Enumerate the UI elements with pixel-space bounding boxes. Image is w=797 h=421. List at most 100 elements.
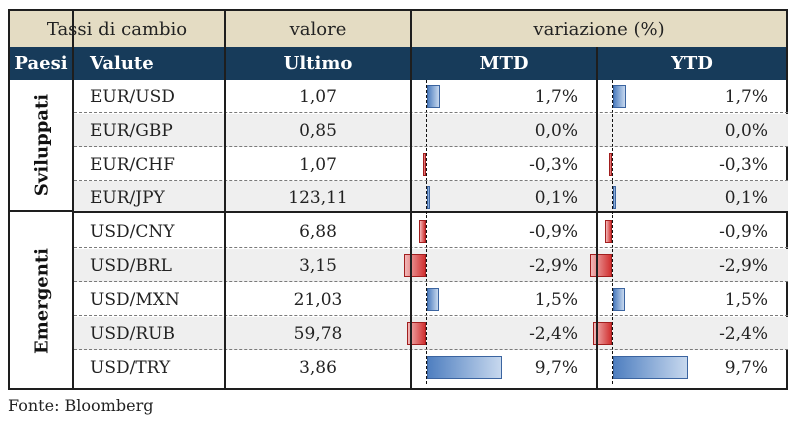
ytd-axis <box>612 283 613 316</box>
mtd-change: -0,9% <box>529 221 578 242</box>
ytd-axis <box>612 114 613 147</box>
ytd-axis <box>612 148 613 181</box>
last-value: 59,78 <box>293 323 343 344</box>
header-paesi: Paesi <box>10 47 72 80</box>
ytd-axis <box>612 249 613 282</box>
table-row: USD/TRY 3,86 9,7% 9,7% <box>74 351 788 384</box>
mtd-axis <box>426 249 427 282</box>
mtd-axis <box>426 351 427 384</box>
table-row: USD/MXN 21,03 1,5% 1,5% <box>74 283 788 316</box>
mtd-bar <box>423 153 426 176</box>
mtd-axis <box>426 215 427 248</box>
mtd-bar <box>427 186 430 209</box>
divider-paesi <box>72 11 74 388</box>
currency-pair: EUR/JPY <box>90 187 165 208</box>
mtd-change: -2,4% <box>529 323 578 344</box>
ytd-change: 1,7% <box>724 86 768 107</box>
mtd-axis <box>426 283 427 316</box>
header-ytd: YTD <box>598 47 786 80</box>
exchange-rate-table: Tassi di cambio valore variazione (%) Pa… <box>8 9 788 390</box>
table-row: USD/BRL 3,15 -2,9% -2,9% <box>74 249 788 282</box>
ytd-axis <box>612 351 613 384</box>
table-row: EUR/CHF 1,07 -0,3% -0,3% <box>74 148 788 181</box>
mtd-bar <box>403 254 426 277</box>
source-note: Fonte: Bloomberg <box>8 396 154 415</box>
table-row: EUR/GBP 0,85 0,0% 0,0% <box>74 114 788 147</box>
row-divider <box>74 112 788 113</box>
currency-pair: USD/CNY <box>90 221 175 242</box>
mtd-change: 0,1% <box>534 187 578 208</box>
header-valore: valore <box>226 11 410 47</box>
table-row: USD/RUB 59,78 -2,4% -2,4% <box>74 317 788 350</box>
ytd-change: -2,9% <box>719 255 768 276</box>
mtd-change: 9,7% <box>534 357 578 378</box>
mtd-axis <box>426 181 427 214</box>
row-divider <box>74 281 788 282</box>
mtd-axis <box>426 80 427 113</box>
last-value: 1,07 <box>299 86 337 107</box>
header-variazione: variazione (%) <box>412 11 786 47</box>
divider-valore <box>410 11 412 388</box>
ytd-bar <box>589 254 612 277</box>
last-value: 3,15 <box>299 255 337 276</box>
last-value: 3,86 <box>299 357 337 378</box>
table-row: EUR/USD 1,07 1,7% 1,7% <box>74 80 788 113</box>
group-label-sviluppati: Sviluppati <box>31 93 53 197</box>
group-emergenti: Emergenti <box>10 214 74 388</box>
ytd-change: -0,3% <box>719 154 768 175</box>
ytd-change: -0,9% <box>719 221 768 242</box>
ytd-bar <box>613 85 627 108</box>
header-tassi-di-cambio: Tassi di cambio <box>10 11 224 47</box>
header-valute: Valute <box>74 47 224 80</box>
ytd-axis <box>612 215 613 248</box>
row-divider <box>74 180 788 181</box>
header-ultimo: Ultimo <box>226 47 410 80</box>
divider-valute <box>224 11 226 388</box>
ytd-axis <box>612 80 613 113</box>
table-row: USD/CNY 6,88 -0,9% -0,9% <box>74 215 788 248</box>
mtd-bar <box>419 220 426 243</box>
mtd-change: -0,3% <box>529 154 578 175</box>
mtd-axis <box>426 317 427 350</box>
mtd-bar <box>427 85 441 108</box>
table-row: EUR/JPY 123,11 0,1% 0,1% <box>74 181 788 214</box>
ytd-axis <box>612 317 613 350</box>
divider-mtd <box>596 47 598 388</box>
last-value: 21,03 <box>293 289 343 310</box>
row-divider <box>74 349 788 350</box>
ytd-change: 0,0% <box>724 120 768 141</box>
ytd-change: 9,7% <box>724 357 768 378</box>
ytd-change: 1,5% <box>724 289 768 310</box>
group-sviluppati: Sviluppati <box>10 80 74 212</box>
ytd-change: -2,4% <box>719 323 768 344</box>
mtd-change: 1,7% <box>534 86 578 107</box>
mtd-bar <box>427 356 502 379</box>
ytd-bar <box>613 288 625 311</box>
ytd-bar <box>593 322 612 345</box>
ytd-bar <box>613 186 616 209</box>
currency-pair: EUR/CHF <box>90 154 175 175</box>
last-value: 123,11 <box>288 187 348 208</box>
mtd-change: 0,0% <box>534 120 578 141</box>
last-value: 0,85 <box>299 120 337 141</box>
row-divider <box>74 247 788 248</box>
ytd-bar <box>605 220 612 243</box>
ytd-axis <box>612 181 613 214</box>
last-value: 6,88 <box>299 221 337 242</box>
currency-pair: USD/RUB <box>90 323 175 344</box>
group-label-emergenti: Emergenti <box>31 248 53 354</box>
row-divider <box>74 315 788 316</box>
last-value: 1,07 <box>299 154 337 175</box>
row-divider <box>74 146 788 147</box>
header-mtd: MTD <box>412 47 596 80</box>
currency-pair: EUR/USD <box>90 86 175 107</box>
currency-pair: USD/BRL <box>90 255 172 276</box>
ytd-bar <box>613 356 688 379</box>
currency-pair: EUR/GBP <box>90 120 173 141</box>
mtd-bar <box>407 322 426 345</box>
mtd-change: -2,9% <box>529 255 578 276</box>
currency-pair: USD/TRY <box>90 357 171 378</box>
mtd-bar <box>427 288 439 311</box>
ytd-change: 0,1% <box>724 187 768 208</box>
mtd-change: 1,5% <box>534 289 578 310</box>
